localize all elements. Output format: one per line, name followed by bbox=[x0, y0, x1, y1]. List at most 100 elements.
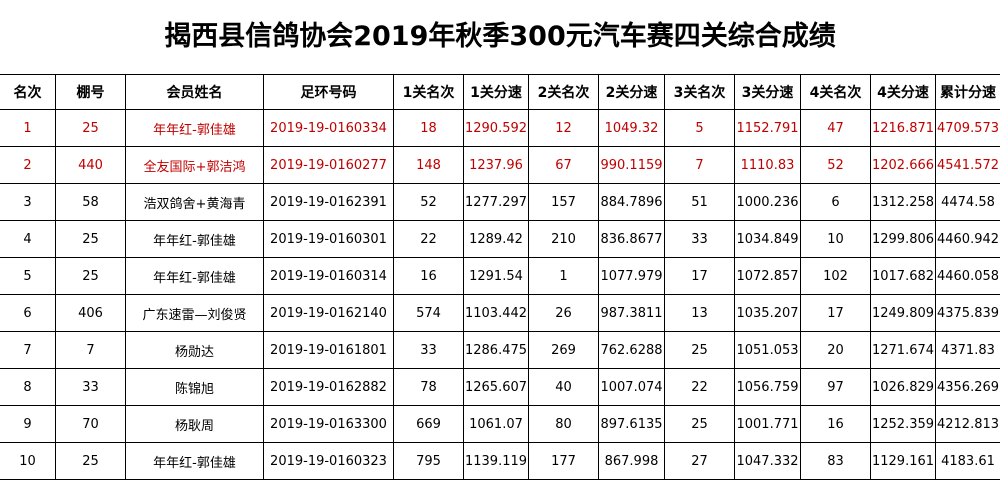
cell-ring: 2019-19-0160323 bbox=[264, 443, 394, 480]
col-ring: 足环号码 bbox=[264, 75, 394, 110]
cell-loft: 70 bbox=[56, 406, 126, 443]
cell-r2-speed: 987.3811 bbox=[599, 295, 665, 332]
cell-total-speed: 4460.942 bbox=[936, 221, 1000, 258]
cell-rank: 7 bbox=[0, 332, 56, 369]
cell-ring: 2019-19-0160314 bbox=[264, 258, 394, 295]
cell-loft: 58 bbox=[56, 184, 126, 221]
cell-r3-speed: 1072.857 bbox=[735, 258, 801, 295]
cell-r3-speed: 1034.849 bbox=[735, 221, 801, 258]
cell-r3-rank: 22 bbox=[665, 369, 735, 406]
cell-r2-speed: 867.998 bbox=[599, 443, 665, 480]
cell-r1-speed: 1289.42 bbox=[464, 221, 529, 258]
cell-r4-speed: 1252.359 bbox=[871, 406, 936, 443]
cell-loft: 33 bbox=[56, 369, 126, 406]
cell-r3-rank: 33 bbox=[665, 221, 735, 258]
cell-r1-speed: 1286.475 bbox=[464, 332, 529, 369]
cell-r3-speed: 1047.332 bbox=[735, 443, 801, 480]
cell-r2-rank: 157 bbox=[529, 184, 599, 221]
cell-r2-speed: 1077.979 bbox=[599, 258, 665, 295]
col-member: 会员姓名 bbox=[126, 75, 264, 110]
cell-ring: 2019-19-0162140 bbox=[264, 295, 394, 332]
cell-member: 年年红-郭佳雄 bbox=[126, 443, 264, 480]
cell-r3-speed: 1001.771 bbox=[735, 406, 801, 443]
cell-loft: 25 bbox=[56, 221, 126, 258]
cell-rank: 6 bbox=[0, 295, 56, 332]
cell-r3-speed: 1000.236 bbox=[735, 184, 801, 221]
cell-r2-speed: 990.1159 bbox=[599, 147, 665, 184]
col-r4-rank: 4关名次 bbox=[801, 75, 871, 110]
cell-r1-rank: 52 bbox=[394, 184, 464, 221]
cell-ring: 2019-19-0161801 bbox=[264, 332, 394, 369]
cell-r1-rank: 669 bbox=[394, 406, 464, 443]
cell-loft: 440 bbox=[56, 147, 126, 184]
cell-r2-rank: 12 bbox=[529, 110, 599, 147]
cell-ring: 2019-19-0163300 bbox=[264, 406, 394, 443]
cell-total-speed: 4183.61 bbox=[936, 443, 1000, 480]
cell-r3-speed: 1051.053 bbox=[735, 332, 801, 369]
cell-r3-rank: 25 bbox=[665, 406, 735, 443]
cell-r4-speed: 1202.666 bbox=[871, 147, 936, 184]
cell-rank: 8 bbox=[0, 369, 56, 406]
cell-r3-rank: 17 bbox=[665, 258, 735, 295]
col-r3-speed: 3关分速 bbox=[735, 75, 801, 110]
cell-rank: 5 bbox=[0, 258, 56, 295]
cell-r2-rank: 67 bbox=[529, 147, 599, 184]
cell-r4-rank: 10 bbox=[801, 221, 871, 258]
cell-r1-speed: 1103.442 bbox=[464, 295, 529, 332]
cell-r1-rank: 18 bbox=[394, 110, 464, 147]
cell-r1-speed: 1290.592 bbox=[464, 110, 529, 147]
cell-r4-rank: 52 bbox=[801, 147, 871, 184]
cell-r4-rank: 17 bbox=[801, 295, 871, 332]
cell-member: 年年红-郭佳雄 bbox=[126, 221, 264, 258]
cell-r4-speed: 1026.829 bbox=[871, 369, 936, 406]
cell-total-speed: 4375.839 bbox=[936, 295, 1000, 332]
cell-rank: 4 bbox=[0, 221, 56, 258]
cell-total-speed: 4371.83 bbox=[936, 332, 1000, 369]
cell-r4-speed: 1299.806 bbox=[871, 221, 936, 258]
cell-total-speed: 4709.573 bbox=[936, 110, 1000, 147]
cell-ring: 2019-19-0160334 bbox=[264, 110, 394, 147]
col-rank: 名次 bbox=[0, 75, 56, 110]
cell-r2-rank: 80 bbox=[529, 406, 599, 443]
cell-r1-rank: 16 bbox=[394, 258, 464, 295]
cell-total-speed: 4474.58 bbox=[936, 184, 1000, 221]
cell-r4-speed: 1129.161 bbox=[871, 443, 936, 480]
cell-loft: 25 bbox=[56, 110, 126, 147]
cell-ring: 2019-19-0162882 bbox=[264, 369, 394, 406]
cell-ring: 2019-19-0162391 bbox=[264, 184, 394, 221]
cell-r4-speed: 1249.809 bbox=[871, 295, 936, 332]
cell-r4-speed: 1312.258 bbox=[871, 184, 936, 221]
cell-r1-rank: 22 bbox=[394, 221, 464, 258]
cell-r4-rank: 83 bbox=[801, 443, 871, 480]
cell-r4-speed: 1216.871 bbox=[871, 110, 936, 147]
cell-r4-rank: 20 bbox=[801, 332, 871, 369]
cell-r3-speed: 1152.791 bbox=[735, 110, 801, 147]
cell-loft: 7 bbox=[56, 332, 126, 369]
cell-r1-speed: 1265.607 bbox=[464, 369, 529, 406]
col-r2-rank: 2关名次 bbox=[529, 75, 599, 110]
col-r3-rank: 3关名次 bbox=[665, 75, 735, 110]
cell-rank: 1 bbox=[0, 110, 56, 147]
col-r1-speed: 1关分速 bbox=[464, 75, 529, 110]
cell-member: 年年红-郭佳雄 bbox=[126, 258, 264, 295]
cell-r4-rank: 6 bbox=[801, 184, 871, 221]
cell-r3-speed: 1110.83 bbox=[735, 147, 801, 184]
col-r1-rank: 1关名次 bbox=[394, 75, 464, 110]
cell-ring: 2019-19-0160277 bbox=[264, 147, 394, 184]
cell-r1-speed: 1277.297 bbox=[464, 184, 529, 221]
cell-r2-rank: 177 bbox=[529, 443, 599, 480]
cell-loft: 25 bbox=[56, 258, 126, 295]
cell-r2-speed: 836.8677 bbox=[599, 221, 665, 258]
cell-rank: 2 bbox=[0, 147, 56, 184]
page-title: 揭西县信鸽协会2019年秋季300元汽车赛四关综合成绩 bbox=[0, 0, 1000, 74]
cell-r3-rank: 27 bbox=[665, 443, 735, 480]
cell-member: 浩双鸽舍+黄海青 bbox=[126, 184, 264, 221]
cell-r2-rank: 269 bbox=[529, 332, 599, 369]
cell-member: 年年红-郭佳雄 bbox=[126, 110, 264, 147]
